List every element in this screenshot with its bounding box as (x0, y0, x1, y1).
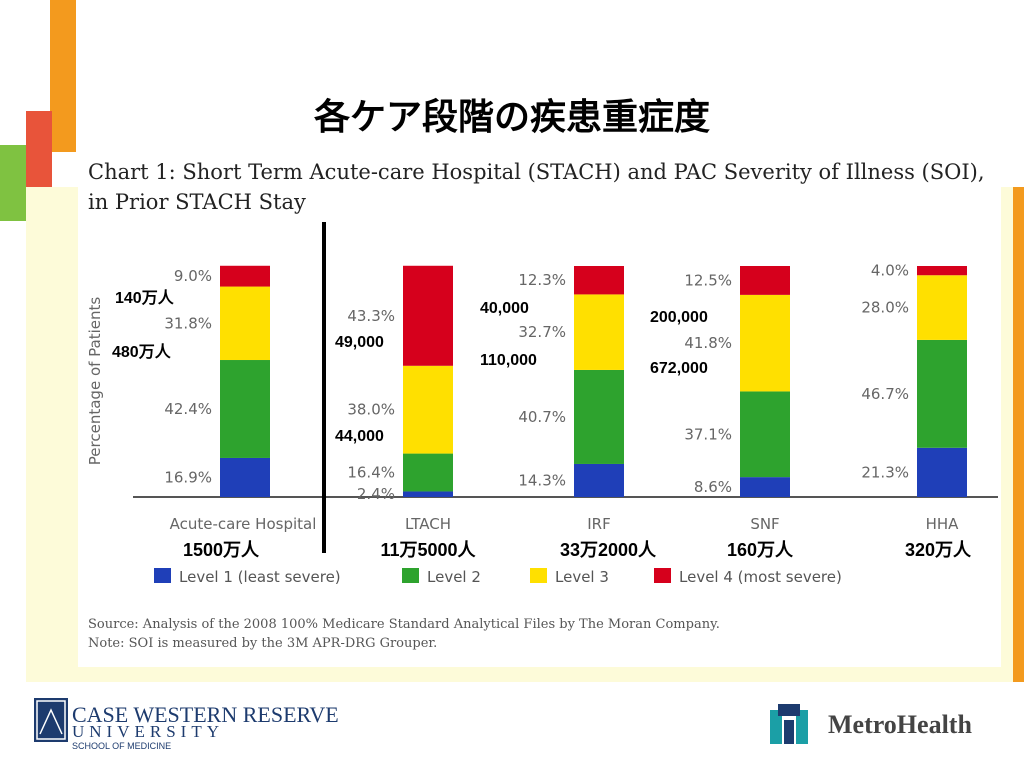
category-total-5: 320万人 (905, 540, 972, 560)
data-label-3-level-2: 40.7% (518, 408, 566, 426)
source-note: Source: Analysis of the 2008 100% Medica… (88, 617, 720, 632)
data-label-4-level-1: 8.6% (694, 478, 732, 496)
annotation-3: 49,000 (335, 334, 384, 351)
data-label-4-level-4: 12.5% (684, 271, 732, 289)
cwru-logo: CASE WESTERN RESERVE UNIVERSITY SCHOOL O… (34, 698, 339, 758)
chart-heading-line-1: Chart 1: Short Term Acute-care Hospital … (88, 160, 985, 184)
category-total-3: 33万2000人 (560, 540, 657, 560)
cwru-university: UNIVERSITY (72, 722, 224, 741)
annotation-8: 672,000 (650, 360, 708, 377)
data-label-1-level-3: 31.8% (164, 314, 212, 332)
category-label-3: IRF (587, 515, 610, 533)
legend-label-level-2: Level 2 (427, 568, 481, 586)
soi-note: Note: SOI is measured by the 3M APR-DRG … (88, 636, 438, 651)
bar-segment-2-level-3 (403, 365, 453, 454)
bar-segment-3-level-4 (574, 266, 624, 295)
metrohealth-name: MetroHealth (828, 710, 972, 739)
data-label-1-level-2: 42.4% (164, 400, 212, 418)
data-label-5-level-2: 46.7% (861, 385, 909, 403)
legend-swatch-level-2 (402, 568, 419, 583)
category-total-4: 160万人 (727, 540, 794, 560)
accent-bar-orange-right (1013, 187, 1024, 682)
data-label-2-level-4: 43.3% (347, 307, 395, 325)
bar-segment-2-level-1 (403, 491, 453, 497)
chart-heading-line-2: in Prior STACH Stay (88, 190, 306, 214)
bar-segment-3-level-1 (574, 463, 624, 497)
bar-segment-4-level-2 (740, 391, 790, 478)
data-label-5-level-3: 28.0% (861, 299, 909, 317)
legend-swatch-level-1 (154, 568, 171, 583)
bar-segment-5-level-3 (917, 275, 967, 340)
chart-notes: Source: Analysis of the 2008 100% Medica… (88, 615, 968, 653)
bar-segment-3-level-3 (574, 294, 624, 370)
legend-label-level-3: Level 3 (555, 568, 609, 586)
legend-swatch-level-4 (654, 568, 671, 583)
cwru-school: SCHOOL OF MEDICINE (72, 741, 172, 751)
category-label-2: LTACH (405, 515, 451, 533)
data-label-1-level-1: 16.9% (164, 468, 212, 486)
metrohealth-mark-icon (770, 704, 808, 744)
data-label-3-level-3: 32.7% (518, 323, 566, 341)
annotation-5: 40,000 (480, 300, 529, 317)
bar-segment-5-level-1 (917, 447, 967, 497)
bar-segment-3-level-2 (574, 369, 624, 464)
bar-segment-5-level-4 (917, 266, 967, 276)
cwru-name: CASE WESTERN RESERVE (72, 702, 339, 727)
cwru-shield-icon (34, 698, 68, 742)
bar-segment-1-level-2 (220, 360, 270, 458)
data-label-3-level-1: 14.3% (518, 471, 566, 489)
y-axis-label: Percentage of Patients (86, 297, 104, 466)
slide-title: 各ケア段階の疾患重症度 (313, 97, 710, 138)
category-total-2: 11万5000人 (380, 540, 476, 560)
category-label-4: SNF (750, 515, 779, 533)
legend-label-level-4: Level 4 (most severe) (679, 568, 842, 586)
bar-segment-2-level-4 (403, 265, 453, 366)
data-label-1-level-4: 9.0% (174, 267, 212, 285)
data-label-2-level-3: 38.0% (347, 401, 395, 419)
bar-segment-4-level-1 (740, 477, 790, 497)
bar-segment-4-level-3 (740, 294, 790, 392)
bar-segment-1-level-4 (220, 265, 270, 287)
annotation-2: 480万人 (112, 343, 172, 361)
bar-segment-1-level-3 (220, 286, 270, 361)
annotation-7: 200,000 (650, 309, 708, 326)
data-label-4-level-3: 41.8% (684, 334, 732, 352)
annotation-6: 110,000 (480, 352, 537, 369)
category-label-1: Acute-care Hospital (170, 515, 317, 533)
legend-label-level-1: Level 1 (least severe) (179, 568, 341, 586)
data-label-2-level-1: 2.4% (357, 485, 395, 503)
data-label-4-level-2: 37.1% (684, 425, 732, 443)
category-label-5: HHA (926, 515, 960, 533)
category-total-1: 1500万人 (183, 540, 260, 560)
annotation-1: 140万人 (115, 289, 175, 307)
accent-block-green (0, 145, 26, 221)
data-label-2-level-2: 16.4% (347, 464, 395, 482)
chart-heading: Chart 1: Short Term Acute-care Hospital … (88, 157, 988, 217)
bar-segment-2-level-2 (403, 453, 453, 492)
data-label-3-level-4: 12.3% (518, 271, 566, 289)
data-label-5-level-1: 21.3% (861, 463, 909, 481)
accent-bar-orange-top (50, 0, 76, 152)
metrohealth-logo: MetroHealth (770, 704, 990, 752)
bar-segment-4-level-4 (740, 266, 790, 295)
data-label-5-level-4: 4.0% (871, 262, 909, 280)
legend-swatch-level-3 (530, 568, 547, 583)
accent-block-red (26, 111, 52, 187)
bar-segment-5-level-2 (917, 339, 967, 448)
annotation-4: 44,000 (335, 428, 384, 445)
bar-segment-1-level-1 (220, 457, 270, 497)
